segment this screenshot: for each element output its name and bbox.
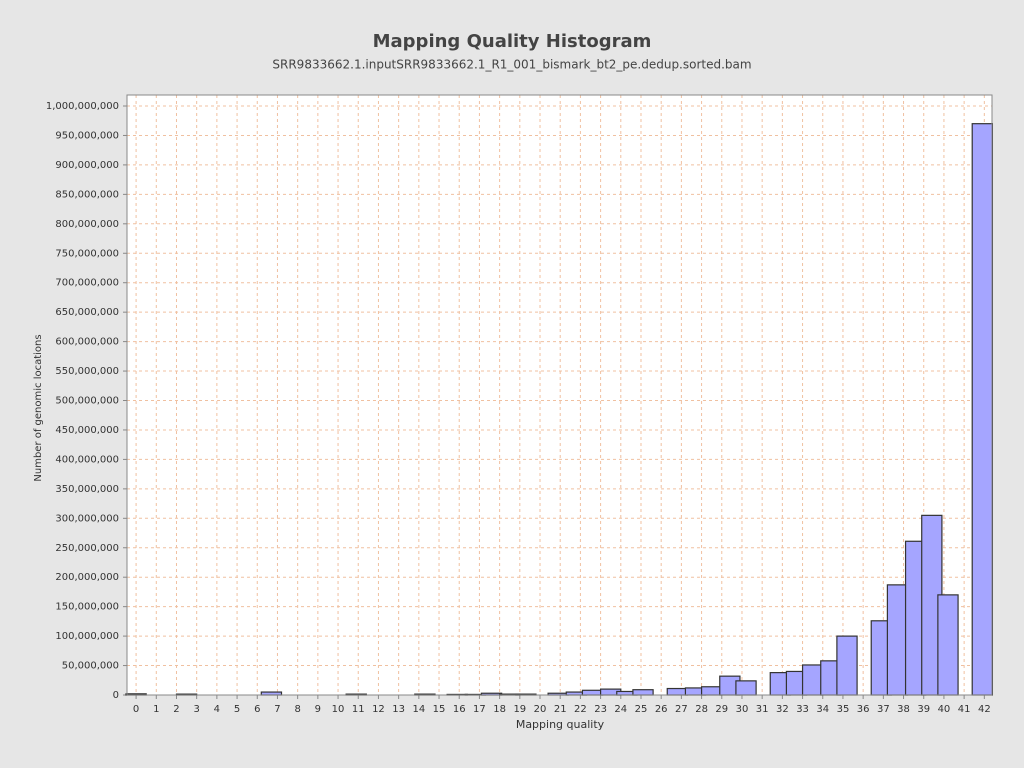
y-tick-label: 350,000,000	[55, 484, 119, 495]
x-tick-label: 34	[816, 704, 829, 715]
x-tick-label: 18	[493, 704, 506, 715]
x-tick-label: 8	[294, 704, 300, 715]
y-tick-label: 400,000,000	[55, 454, 119, 465]
x-tick-label: 35	[837, 704, 850, 715]
y-tick-label: 1,000,000,000	[46, 101, 119, 112]
y-tick-label: 750,000,000	[55, 248, 119, 259]
bar	[735, 680, 757, 696]
plot-border	[126, 94, 993, 696]
x-tick-label: 14	[412, 704, 425, 715]
plot-area	[127, 95, 992, 695]
chart-subtitle: SRR9833662.1.inputSRR9833662.1_R1_001_bi…	[272, 58, 751, 72]
x-tick-label: 15	[433, 704, 446, 715]
bar	[700, 686, 723, 696]
x-tick-label: 39	[917, 704, 930, 715]
x-tick-label: 10	[332, 704, 345, 715]
bar	[886, 584, 909, 696]
y-tick-label: 700,000,000	[55, 278, 119, 289]
y-tick-label: 800,000,000	[55, 219, 119, 230]
y-tick-label: 450,000,000	[55, 425, 119, 436]
y-tick-label: 600,000,000	[55, 337, 119, 348]
x-tick-label: 9	[315, 704, 321, 715]
y-tick-label: 250,000,000	[55, 543, 119, 554]
x-tick-label: 27	[675, 704, 688, 715]
y-tick-label: 200,000,000	[55, 572, 119, 583]
y-tick-label: 300,000,000	[55, 513, 119, 524]
y-tick-label: 950,000,000	[55, 130, 119, 141]
y-tick-label: 0	[113, 690, 119, 701]
y-tick-label: 100,000,000	[55, 631, 119, 642]
x-tick-label: 20	[534, 704, 547, 715]
y-tick-label: 850,000,000	[55, 189, 119, 200]
x-tick-label: 24	[614, 704, 627, 715]
x-axis-label: Mapping quality	[516, 718, 605, 731]
x-tick-label: 19	[513, 704, 526, 715]
bar	[836, 635, 858, 696]
bar	[971, 123, 994, 696]
y-tick-label: 150,000,000	[55, 602, 119, 613]
x-tick-label: 37	[877, 704, 890, 715]
y-tick-label: 500,000,000	[55, 396, 119, 407]
bar	[666, 687, 689, 696]
y-tick-label: 550,000,000	[55, 366, 119, 377]
y-axis-label: Number of genomic locations	[33, 334, 44, 481]
x-tick-label: 40	[938, 704, 951, 715]
bar	[801, 664, 824, 696]
x-tick-label: 17	[473, 704, 486, 715]
bar	[632, 689, 654, 696]
bar	[581, 689, 604, 696]
x-tick-label: 31	[756, 704, 769, 715]
x-tick-label: 1	[153, 704, 159, 715]
x-tick-label: 28	[695, 704, 708, 715]
x-tick-label: 11	[352, 704, 365, 715]
y-tick-label: 900,000,000	[55, 160, 119, 171]
x-tick-label: 12	[372, 704, 385, 715]
x-tick-label: 5	[234, 704, 240, 715]
x-tick-label: 4	[214, 704, 220, 715]
x-tick-label: 2	[173, 704, 179, 715]
bar	[937, 594, 959, 696]
x-tick-label: 29	[715, 704, 728, 715]
y-tick-label: 650,000,000	[55, 307, 119, 318]
chart-title: Mapping Quality Histogram	[373, 31, 652, 52]
x-tick-label: 38	[897, 704, 910, 715]
x-tick-label: 23	[594, 704, 607, 715]
x-tick-label: 7	[274, 704, 280, 715]
x-tick-label: 16	[453, 704, 466, 715]
x-tick-label: 30	[736, 704, 749, 715]
x-tick-label: 0	[133, 704, 139, 715]
x-tick-label: 33	[796, 704, 809, 715]
x-tick-label: 26	[655, 704, 668, 715]
x-tick-label: 41	[958, 704, 971, 715]
x-tick-label: 36	[857, 704, 870, 715]
x-tick-label: 21	[554, 704, 567, 715]
x-tick-label: 6	[254, 704, 260, 715]
y-tick-label: 50,000,000	[62, 661, 119, 672]
x-tick-label: 25	[635, 704, 648, 715]
x-tick-label: 3	[193, 704, 199, 715]
x-tick-label: 32	[776, 704, 789, 715]
x-tick-label: 22	[574, 704, 587, 715]
x-tick-label: 13	[392, 704, 405, 715]
x-tick-label: 42	[978, 704, 991, 715]
